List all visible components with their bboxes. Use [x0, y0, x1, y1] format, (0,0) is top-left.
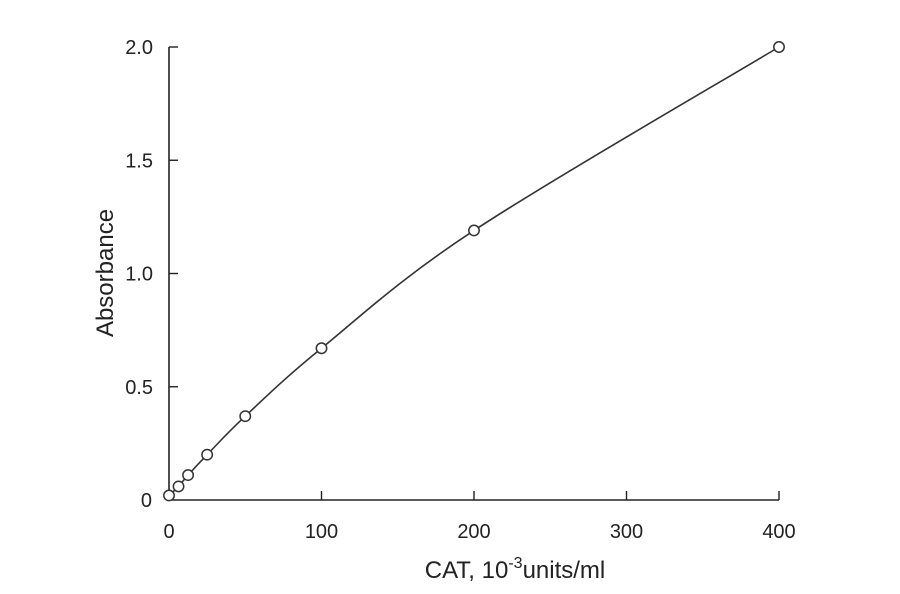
- data-point-marker: [315, 342, 328, 355]
- data-point-marker: [239, 410, 252, 423]
- data-markers: [163, 41, 785, 502]
- x-tick-label: 0: [163, 521, 174, 543]
- x-axis-ticks: 0 100 200 300 400: [163, 491, 796, 543]
- x-axis-title: CAT, 10-3units/ml: [425, 555, 606, 584]
- data-point-marker: [163, 489, 175, 502]
- x-axis-title-suffix: units/ml: [523, 557, 606, 584]
- x-tick-label: 200: [457, 521, 490, 543]
- y-tick-label: 1.0: [125, 264, 153, 286]
- x-axis-title-prefix: CAT, 10: [425, 557, 509, 584]
- y-tick-label: 1.5: [125, 150, 153, 172]
- data-point-marker: [182, 469, 195, 482]
- axes: [168, 47, 779, 501]
- y-tick-label: 0.5: [125, 377, 153, 399]
- y-axis-ticks: 0 0.5 1.0 1.5 2.0: [125, 37, 178, 512]
- data-point-marker: [773, 41, 785, 53]
- x-tick-label: 400: [762, 521, 795, 543]
- data-point-marker: [201, 448, 214, 461]
- data-line: [168, 46, 780, 497]
- y-tick-label: 2.0: [125, 37, 153, 59]
- data-point-marker: [468, 224, 480, 237]
- x-axis-title-superscript: -3: [508, 555, 522, 572]
- data-point-marker: [172, 480, 185, 493]
- x-tick-label: 300: [610, 521, 643, 543]
- x-tick-label: 100: [305, 521, 338, 543]
- y-axis-title: Absorbance: [92, 209, 119, 337]
- y-tick-label: 0: [141, 490, 152, 512]
